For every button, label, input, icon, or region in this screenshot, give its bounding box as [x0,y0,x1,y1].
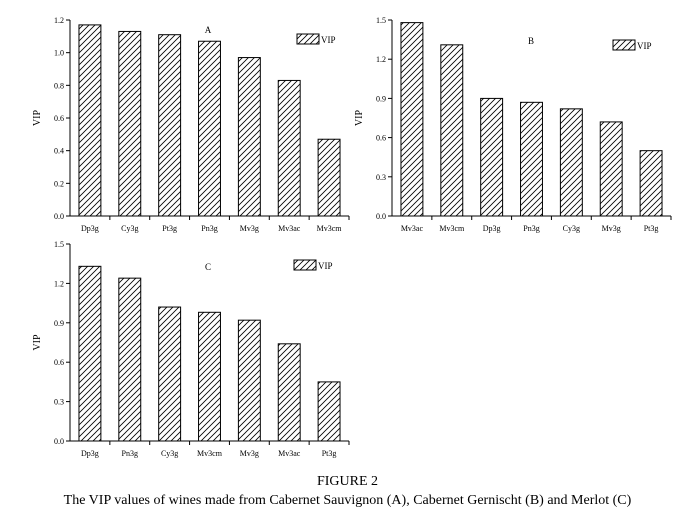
x-tick-label: Cy3g [121,224,138,233]
legend: VIP [612,39,652,51]
figure-number: FIGURE 2 [316,474,379,489]
y-tick-label: 0.9 [376,94,386,103]
y-axis-label: VIP [32,334,43,351]
y-tick-label: 1.0 [54,49,64,58]
y-tick-label: 0.8 [54,81,64,90]
chart-panel-c: 0.0 0.3 0.6 0.9 1.2 1.5 VIP Dp3g Pn3g Cy3g Mv3cm Mv… [32,240,350,458]
y-tick-label: 0.0 [376,212,386,221]
x-tick-label: Mv3ac [401,224,424,233]
bar-cy3g [158,306,182,442]
x-tick-label: Cy3g [563,224,580,233]
y-tick-label: 0.9 [54,319,64,328]
y-tick-label: 0.3 [376,173,386,182]
y-axis-label: VIP [354,110,365,127]
x-tick-label: Pt3g [322,449,337,458]
bar-mv3g [237,319,261,442]
panel-letter: A [205,25,212,35]
bar-pt3g [639,150,663,217]
x-tick-label: Dp3g [483,224,501,233]
y-tick-label: 0.6 [376,134,386,143]
y-tick-label: 1.5 [376,16,386,25]
bar-dp3g [480,97,504,217]
bar-dp3g [78,265,102,442]
y-tick-label: 0.4 [54,147,64,156]
bar-cy3g [559,108,583,217]
legend: VIP [296,33,336,45]
legend-label: VIP [318,261,333,271]
chart-panel-b: 0.0 0.3 0.6 0.9 1.2 1.5 VIP Mv3ac Mv3cm Dp3g Pn3g C… [354,16,672,233]
x-tick-label: Mv3g [602,224,621,233]
chart-panel-a: 0.0 0.2 0.4 0.6 0.8 1.0 1.2 VIP Dp3g Cy3g Pt3g Pn3g… [32,16,350,233]
panel-letter: C [205,262,211,272]
x-tick-label: Mv3cm [439,224,465,233]
x-tick-label: Mv3ac [278,224,301,233]
bar-pt3g [317,381,341,442]
legend-label: VIP [637,41,652,51]
bar-pn3g [520,101,543,217]
charts-layer: 0.0 0.2 0.4 0.6 0.8 1.0 1.2 VIP Dp3g Cy3g Pt3g Pn3g… [32,16,672,458]
bar-mv3ac [400,22,424,217]
x-tick-label: Mv3cm [197,449,223,458]
legend-swatch [296,33,320,45]
x-tick-label: Dp3g [81,449,99,458]
bar-pn3g [118,277,142,442]
x-tick-label: Mv3ac [278,449,301,458]
y-axis-label: VIP [32,110,43,127]
bar-mv3g [599,121,623,217]
bar-mv3cm [198,311,221,442]
y-tick-label: 0.3 [54,398,64,407]
x-tick-label: Mv3g [240,224,259,233]
bar-pn3g [198,40,221,217]
legend-swatch [293,259,317,271]
y-tick-label: 1.2 [54,279,64,288]
bar-mv3cm [317,138,341,217]
figure-caption: The VIP values of wines made from Cabern… [63,493,632,508]
x-tick-label: Pn3g [122,449,138,458]
x-tick-label: Mv3cm [317,224,343,233]
x-tick-label: Dp3g [81,224,99,233]
bar-mv3ac [277,79,301,217]
x-tick-label: Pt3g [162,224,177,233]
y-tick-label: 0.2 [54,179,64,188]
x-tick-label: Pt3g [644,224,659,233]
x-tick-label: Pn3g [523,224,539,233]
x-tick-label: Mv3g [240,449,259,458]
legend: VIP [293,259,333,271]
y-tick-label: 0.6 [54,358,64,367]
y-tick-label: 1.2 [54,16,64,25]
bar-dp3g [78,24,102,217]
legend-label: VIP [321,35,336,45]
panel-letter: B [528,36,534,46]
bar-mv3g [237,57,261,217]
y-tick-label: 0.0 [54,437,64,446]
legend-swatch [612,39,636,51]
bar-cy3g [118,30,142,217]
bar-mv3ac [277,343,301,442]
y-tick-label: 0.6 [54,114,64,123]
x-tick-label: Cy3g [161,449,178,458]
y-tick-label: 1.5 [54,240,64,249]
y-tick-label: 0.0 [54,212,64,221]
bar-mv3cm [440,44,464,217]
y-tick-label: 1.2 [376,55,386,64]
bar-pt3g [158,34,182,217]
x-tick-label: Pn3g [201,224,217,233]
